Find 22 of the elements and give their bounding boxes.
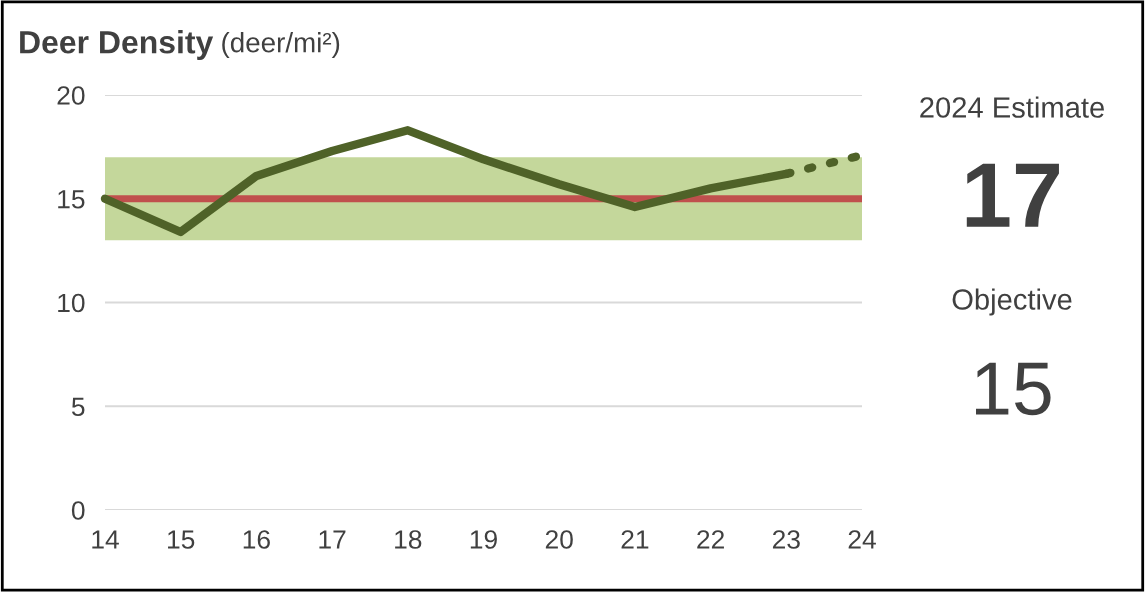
x-tick-label: 17 (319, 530, 346, 549)
x-tick-label: 23 (772, 530, 800, 549)
x-tick-label: 14 (92, 530, 119, 549)
chart-title: Deer Density (20, 30, 214, 60)
x-tick-label: 22 (697, 530, 724, 549)
x-tick-label: 21 (621, 530, 649, 549)
y-tick-label: 10 (58, 293, 85, 313)
y-tick-label: 0 (71, 501, 85, 520)
x-tick-label: 20 (545, 530, 573, 549)
text: Objective (952, 288, 1072, 316)
text: 15 (976, 362, 1051, 416)
y-tick-label: 15 (58, 190, 85, 209)
x-tick-label: 15 (168, 530, 195, 549)
x-tick-label: 16 (243, 530, 270, 549)
x-tick-label: 24 (848, 530, 876, 549)
chart-subtitle: (deer/mi²) (222, 32, 340, 58)
y-tick-label: 20 (57, 86, 85, 105)
x-tick-label: 19 (470, 530, 497, 549)
y-tick-label: 5 (71, 397, 85, 417)
x-tick-label: 18 (395, 530, 422, 549)
text: 2024 Estimate (920, 96, 1104, 118)
text: 17 (966, 163, 1059, 227)
